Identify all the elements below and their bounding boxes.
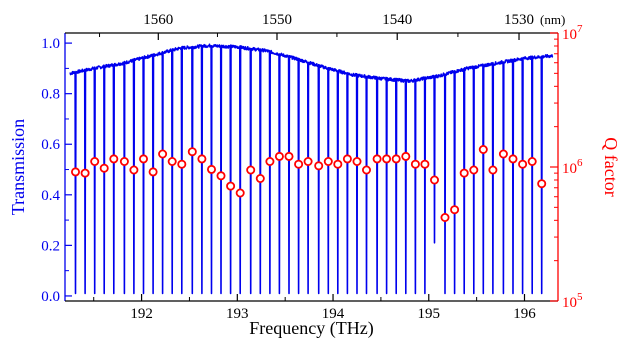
q-factor-point xyxy=(265,156,275,166)
y-left-tick-label: 0.4 xyxy=(41,188,60,204)
top-tick-label: 1560 xyxy=(143,12,173,28)
y-right-axis-title: Q factor xyxy=(601,137,618,196)
q-factor-point xyxy=(518,159,528,169)
y-left-tick-label: 1.0 xyxy=(41,36,60,52)
q-factor-point xyxy=(274,151,284,161)
q-factor-point xyxy=(303,156,313,166)
y-left-tick-label: 0.8 xyxy=(41,87,60,103)
q-factor-point xyxy=(537,179,547,189)
axes-frame xyxy=(64,32,559,302)
x-axis-title: Frequency (THz) xyxy=(249,318,373,339)
top-tick-label: 1550 xyxy=(262,12,292,28)
q-factor-point xyxy=(372,154,382,164)
q-factor-point xyxy=(527,156,537,166)
q-factor-point xyxy=(440,212,450,222)
q-factor-point xyxy=(71,167,81,177)
x-tick-label: 192 xyxy=(130,306,153,322)
q-factor-point xyxy=(450,205,460,215)
q-factor-point xyxy=(333,159,343,169)
q-factor-point xyxy=(148,167,158,177)
y-left-tick-label: 0.2 xyxy=(41,238,60,254)
x-tick-label: 194 xyxy=(322,306,345,322)
q-factor-point xyxy=(459,168,469,178)
q-factor-point xyxy=(498,149,508,159)
y-left-tick-label: 0.0 xyxy=(41,289,60,305)
q-factor-point xyxy=(129,165,139,175)
q-factor-point xyxy=(246,165,256,175)
q-factor-point xyxy=(508,154,518,164)
q-factor-point xyxy=(119,156,129,166)
q-factor-point xyxy=(420,159,430,169)
y-left-tick-label: 0.6 xyxy=(41,137,60,153)
y-right-tick-label: 107 xyxy=(562,23,583,43)
q-factor-point xyxy=(294,159,304,169)
q-factor-point xyxy=(361,165,371,175)
q-factor-point xyxy=(206,164,216,174)
q-factor-point xyxy=(99,163,109,173)
q-factor-point xyxy=(197,154,207,164)
q-factor-point xyxy=(90,156,100,166)
q-factor-point xyxy=(80,168,90,178)
q-factor-point xyxy=(177,159,187,169)
y-right-tick-label: 106 xyxy=(562,157,583,177)
q-factor-point xyxy=(429,175,439,185)
axis-labels: 192 193 194 195 196 1560 1550 1540 1530 (nm) 0.0 0.… xyxy=(8,12,618,339)
top-tick-label: 1540 xyxy=(382,12,412,28)
q-factor-point xyxy=(158,149,168,159)
q-factor-point xyxy=(255,173,265,183)
tick-marks xyxy=(65,32,558,302)
q-factor-point xyxy=(488,165,498,175)
top-tick-label: 1530 xyxy=(504,12,534,28)
q-factor-point xyxy=(109,154,119,164)
q-factor-point xyxy=(469,165,479,175)
q-factor-point xyxy=(401,151,411,161)
q-factor-point xyxy=(478,144,488,154)
plot-area xyxy=(69,43,554,295)
q-factor-point xyxy=(342,154,352,164)
transmission-trace xyxy=(69,43,554,295)
q-factor-point xyxy=(226,181,236,191)
q-factor-point xyxy=(138,154,148,164)
q-factor-point xyxy=(352,156,362,166)
q-factor-point xyxy=(216,171,226,181)
top-axis-unit: (nm) xyxy=(540,12,565,27)
y-left-axis-title: Transmission xyxy=(8,119,28,215)
q-factor-point xyxy=(284,151,294,161)
q-factor-point xyxy=(410,159,420,169)
x-tick-label: 196 xyxy=(513,306,536,322)
x-tick-label: 193 xyxy=(226,306,249,322)
q-factor-point xyxy=(167,156,177,166)
q-factor-point xyxy=(187,147,197,157)
q-factor-point xyxy=(323,156,333,166)
y-right-tick-label: 105 xyxy=(562,291,583,311)
q-factor-point xyxy=(235,188,245,198)
q-factor-point xyxy=(314,161,324,171)
x-tick-label: 195 xyxy=(418,306,441,322)
q-factor-point xyxy=(391,154,401,164)
q-factor-point xyxy=(382,154,392,164)
